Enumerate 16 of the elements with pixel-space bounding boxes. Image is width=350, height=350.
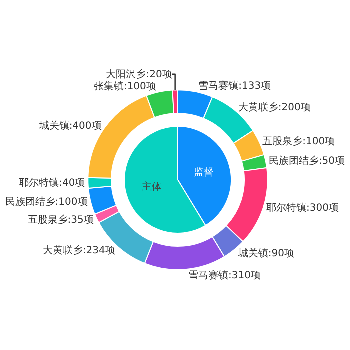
slice-label: 五股泉乡:35项 (28, 214, 94, 226)
slice-label: 城关镇:90项 (237, 248, 294, 260)
slice-label: 张集镇:100项 (94, 80, 156, 92)
slice-label: 城关镇:400项 (38, 120, 102, 132)
slice-label: 民族团结乡:50项 (268, 155, 346, 168)
slice-label: 大阳沢乡:20项 (106, 68, 172, 80)
slice-label: 雪马赛镇:310项 (188, 270, 261, 282)
slice-label: 雪马赛镇:133项 (198, 80, 272, 92)
slice-label: 大黄联乡:234项 (42, 244, 116, 257)
slice-label: 民族团结乡:100项 (5, 196, 88, 208)
slice-label: 五股泉乡:100项 (262, 135, 336, 148)
slice-label: 主体 (142, 181, 162, 194)
slice-label: 耶尔特镇:300项 (266, 202, 339, 214)
slice-label: 耶尔特镇:40项 (19, 177, 86, 190)
slice-label: 监督 (194, 166, 214, 179)
slice-label: 大黄联乡:200项 (238, 101, 311, 114)
